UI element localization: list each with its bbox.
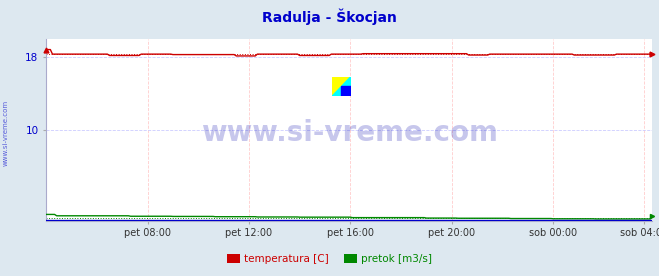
Polygon shape	[332, 77, 351, 96]
Polygon shape	[332, 77, 351, 96]
Text: www.si-vreme.com: www.si-vreme.com	[2, 99, 9, 166]
Text: Radulja - Škocjan: Radulja - Škocjan	[262, 8, 397, 25]
Text: www.si-vreme.com: www.si-vreme.com	[201, 119, 498, 147]
Legend: temperatura [C], pretok [m3/s]: temperatura [C], pretok [m3/s]	[223, 250, 436, 268]
Polygon shape	[341, 86, 351, 96]
